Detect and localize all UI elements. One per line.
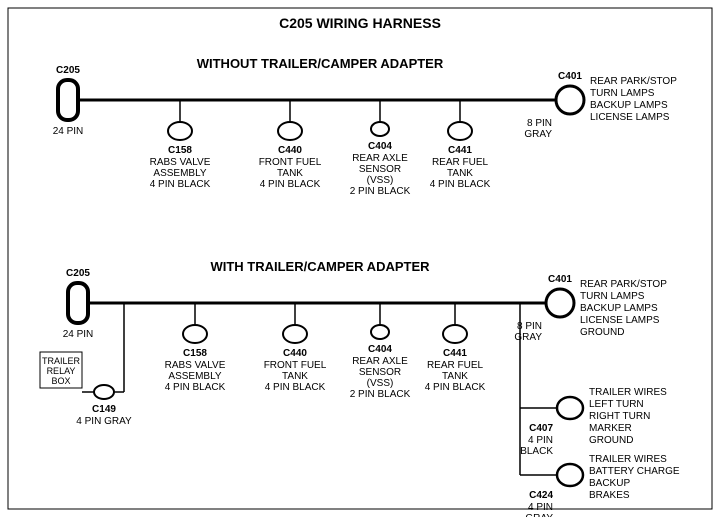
svg-text:BACKUP LAMPS: BACKUP LAMPS: [590, 100, 668, 111]
svg-text:BACKUP LAMPS: BACKUP LAMPS: [580, 303, 658, 314]
connector-c407: [557, 397, 583, 419]
svg-text:REAR FUEL: REAR FUEL: [427, 360, 484, 371]
connector-c404: [371, 122, 389, 136]
svg-text:C441: C441: [448, 145, 472, 156]
connector-c205: [58, 80, 78, 120]
svg-text:4 PIN BLACK: 4 PIN BLACK: [150, 179, 211, 190]
svg-text:TANK: TANK: [442, 371, 468, 382]
svg-text:C149: C149: [92, 404, 116, 415]
svg-text:24 PIN: 24 PIN: [63, 329, 94, 340]
connector-c158: [183, 325, 207, 343]
svg-text:C424: C424: [529, 490, 553, 501]
connector-c401: [546, 289, 574, 317]
svg-text:LICENSE LAMPS: LICENSE LAMPS: [580, 315, 660, 326]
svg-text:RABS VALVE: RABS VALVE: [150, 157, 211, 168]
svg-text:C205: C205: [56, 65, 80, 76]
svg-text:C440: C440: [278, 145, 302, 156]
connector-c401: [556, 86, 584, 114]
connector-c205: [68, 283, 88, 323]
svg-text:ASSEMBLY: ASSEMBLY: [168, 371, 221, 382]
svg-text:BRAKES: BRAKES: [589, 490, 630, 501]
svg-text:GRAY: GRAY: [514, 332, 542, 343]
svg-text:REAR PARK/STOP: REAR PARK/STOP: [580, 279, 667, 290]
connector-c158: [168, 122, 192, 140]
diagram-subtitle: WITHOUT TRAILER/CAMPER ADAPTER: [197, 56, 444, 71]
diagram-title: C205 WIRING HARNESS: [279, 15, 441, 31]
svg-text:C441: C441: [443, 348, 467, 359]
svg-text:C158: C158: [183, 348, 207, 359]
svg-text:SENSOR: SENSOR: [359, 367, 401, 378]
svg-text:4 PIN BLACK: 4 PIN BLACK: [430, 179, 491, 190]
svg-text:24 PIN: 24 PIN: [53, 126, 84, 137]
svg-text:8 PIN: 8 PIN: [527, 118, 552, 129]
svg-text:C401: C401: [558, 71, 582, 82]
svg-text:BACKUP: BACKUP: [589, 478, 630, 489]
svg-text:BOX: BOX: [51, 376, 70, 386]
svg-text:4 PIN GRAY: 4 PIN GRAY: [76, 416, 132, 427]
svg-text:4 PIN: 4 PIN: [528, 502, 553, 513]
svg-text:REAR PARK/STOP: REAR PARK/STOP: [590, 76, 677, 87]
svg-text:BLACK: BLACK: [520, 446, 553, 457]
svg-text:(VSS): (VSS): [367, 175, 394, 186]
svg-text:REAR FUEL: REAR FUEL: [432, 157, 489, 168]
svg-text:4 PIN BLACK: 4 PIN BLACK: [165, 382, 226, 393]
connector-c441: [443, 325, 467, 343]
svg-text:C401: C401: [548, 274, 572, 285]
connector-c149: [94, 385, 114, 399]
svg-text:MARKER: MARKER: [589, 423, 632, 434]
svg-text:4 PIN BLACK: 4 PIN BLACK: [260, 179, 321, 190]
diagram-without-trailer: WITHOUT TRAILER/CAMPER ADAPTER C205 24 PIN…: [53, 56, 677, 197]
svg-text:TANK: TANK: [277, 168, 303, 179]
svg-text:TANK: TANK: [447, 168, 473, 179]
svg-text:GROUND: GROUND: [589, 435, 633, 446]
connector-c404: [371, 325, 389, 339]
svg-text:RABS VALVE: RABS VALVE: [165, 360, 226, 371]
svg-text:C407: C407: [529, 423, 553, 434]
svg-text:2 PIN BLACK: 2 PIN BLACK: [350, 389, 411, 400]
svg-text:GROUND: GROUND: [580, 327, 624, 338]
svg-text:TURN LAMPS: TURN LAMPS: [590, 88, 655, 99]
svg-text:4 PIN BLACK: 4 PIN BLACK: [425, 382, 486, 393]
svg-text:4 PIN BLACK: 4 PIN BLACK: [265, 382, 326, 393]
svg-text:SENSOR: SENSOR: [359, 164, 401, 175]
svg-text:C404: C404: [368, 344, 392, 355]
svg-text:GRAY: GRAY: [525, 513, 553, 517]
svg-text:RIGHT TURN: RIGHT TURN: [589, 411, 650, 422]
svg-text:TRAILER WIRES: TRAILER WIRES: [589, 454, 667, 465]
connector-c440: [278, 122, 302, 140]
svg-text:C440: C440: [283, 348, 307, 359]
svg-text:C205: C205: [66, 268, 90, 279]
svg-text:BATTERY CHARGE: BATTERY CHARGE: [589, 466, 680, 477]
svg-text:REAR AXLE: REAR AXLE: [352, 356, 408, 367]
svg-text:TRAILER: TRAILER: [42, 356, 81, 366]
svg-text:FRONT FUEL: FRONT FUEL: [259, 157, 322, 168]
svg-text:TURN LAMPS: TURN LAMPS: [580, 291, 645, 302]
svg-text:LICENSE LAMPS: LICENSE LAMPS: [590, 112, 670, 123]
wiring-diagram-canvas: C205 WIRING HARNESS WITHOUT TRAILER/CAMPE…: [0, 0, 720, 517]
svg-text:2 PIN BLACK: 2 PIN BLACK: [350, 186, 411, 197]
svg-text:LEFT TURN: LEFT TURN: [589, 399, 644, 410]
svg-text:ASSEMBLY: ASSEMBLY: [153, 168, 206, 179]
svg-text:(VSS): (VSS): [367, 378, 394, 389]
connector-c424: [557, 464, 583, 486]
svg-text:4 PIN: 4 PIN: [528, 435, 553, 446]
svg-text:GRAY: GRAY: [524, 129, 552, 140]
svg-text:RELAY: RELAY: [47, 366, 76, 376]
diagram-with-trailer: WITH TRAILER/CAMPER ADAPTER C205 24 PIN C40…: [40, 259, 680, 517]
svg-text:REAR AXLE: REAR AXLE: [352, 153, 408, 164]
connector-c440: [283, 325, 307, 343]
svg-text:TRAILER WIRES: TRAILER WIRES: [589, 387, 667, 398]
diagram-subtitle: WITH TRAILER/CAMPER ADAPTER: [210, 259, 430, 274]
svg-text:TANK: TANK: [282, 371, 308, 382]
svg-text:C404: C404: [368, 141, 392, 152]
svg-text:FRONT FUEL: FRONT FUEL: [264, 360, 327, 371]
connector-c441: [448, 122, 472, 140]
svg-text:C158: C158: [168, 145, 192, 156]
